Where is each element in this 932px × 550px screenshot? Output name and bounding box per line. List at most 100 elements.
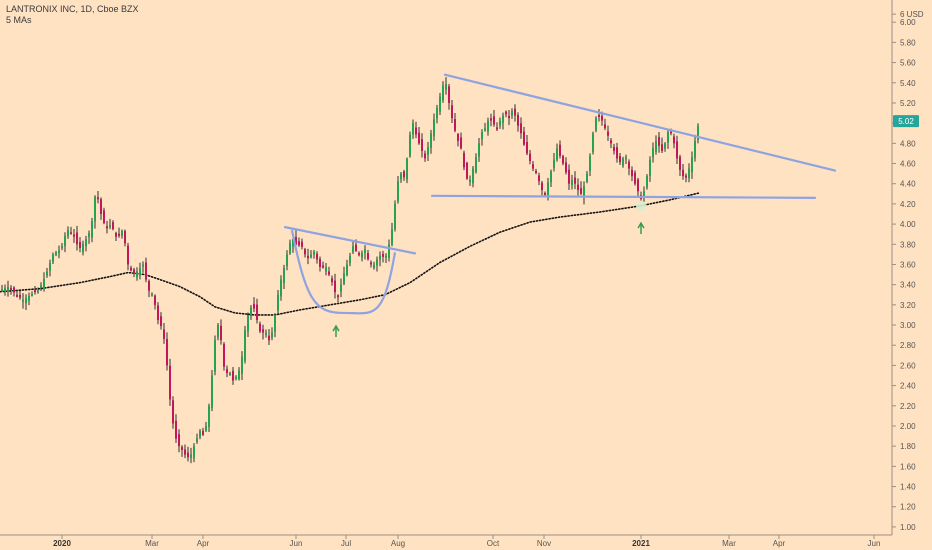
candle-body [313,251,315,255]
candle-body [448,86,450,103]
candle-body [433,119,435,137]
candle-body [193,446,195,459]
candle-body [418,132,420,144]
candle-body [409,134,411,157]
candle-body [439,96,441,112]
candle-body [481,131,483,140]
candle-body [370,262,372,265]
y-tick-label: 1.40 [900,483,916,492]
candle-body [34,289,36,293]
candle-body [415,127,417,135]
candle-body [550,171,552,183]
candle-body [13,287,15,293]
candle-body [358,253,360,256]
candle-body [58,250,60,254]
y-tick-label: 3.00 [900,321,916,330]
candle-body [139,268,141,276]
candle-body [634,172,636,184]
candle-body [511,110,513,116]
candle-body [628,161,630,169]
candle-body [94,196,96,222]
candle-body [379,255,381,260]
candle-body [505,111,507,115]
candle-body [61,245,63,248]
candle-body [208,405,210,427]
candle-body [55,252,57,255]
candle-body [541,182,543,191]
candle-body [256,304,258,320]
y-tick-label: 5.60 [900,59,916,68]
candle-body [346,264,348,276]
candle-body [499,120,501,126]
candle-body [235,376,237,379]
candle-body [424,153,426,159]
candle-body [484,128,486,131]
candle-body [340,284,342,292]
candle-body [619,156,621,163]
candle-body [52,254,54,262]
candle-body [568,169,570,184]
cup-rim-line [283,226,417,255]
y-tick-label: 3.40 [900,281,916,290]
candle-body [76,232,78,245]
y-tick-label: 4.40 [900,180,916,189]
candle-body [691,157,693,173]
y-axis-ticks: 6 USD6.005.805.605.405.205.004.804.604.4… [892,10,924,532]
candle-body [151,293,153,296]
candle-body [367,253,369,260]
candle-body [46,271,48,276]
candle-body [226,368,228,373]
candle-body [70,232,72,235]
candle-body [277,294,279,311]
candle-body [598,114,600,117]
candle-body [148,280,150,291]
candle-body [637,179,639,192]
candle-body [28,296,30,301]
candle-body [181,446,183,450]
candle-body [331,278,333,283]
y-tick-label: 4.80 [900,139,916,148]
candle-body [37,290,39,293]
candle-body [586,173,588,182]
candle-body [676,141,678,159]
last-price-label: 5.02 [898,117,914,126]
up-arrow-head [332,324,340,332]
candle-body [106,226,108,229]
candle-body [631,169,633,177]
candle-body [124,230,126,244]
candle-body [436,108,438,119]
candle-body [685,175,687,178]
candle-body [361,253,363,258]
candle-body [655,140,657,153]
candle-body [19,294,21,298]
candle-body [571,179,573,186]
candle-body [391,229,393,245]
candle-body [523,131,525,145]
candle-body [202,430,204,435]
candle-body [337,295,339,298]
candle-body [100,199,102,214]
candle-body [442,85,444,101]
candle-body [565,162,567,173]
candle-body [40,285,42,288]
candle-body [508,116,510,119]
y-tick-label: 2.40 [900,382,916,391]
candle-body [382,254,384,257]
candle-body [163,329,165,339]
candle-body [154,295,156,305]
candle-body [532,164,534,169]
candle-body [478,143,480,157]
candle-body [613,146,615,151]
candle-body [562,156,564,164]
candle-body [607,131,609,136]
candle-body [229,372,231,376]
candle-body [622,158,624,166]
candle-body [91,221,93,238]
candle-body [247,314,249,332]
candle-body [241,356,243,374]
candle-body [430,133,432,148]
candle-body [493,116,495,125]
candle-body [469,179,471,182]
x-tick-label: Aug [391,539,405,548]
